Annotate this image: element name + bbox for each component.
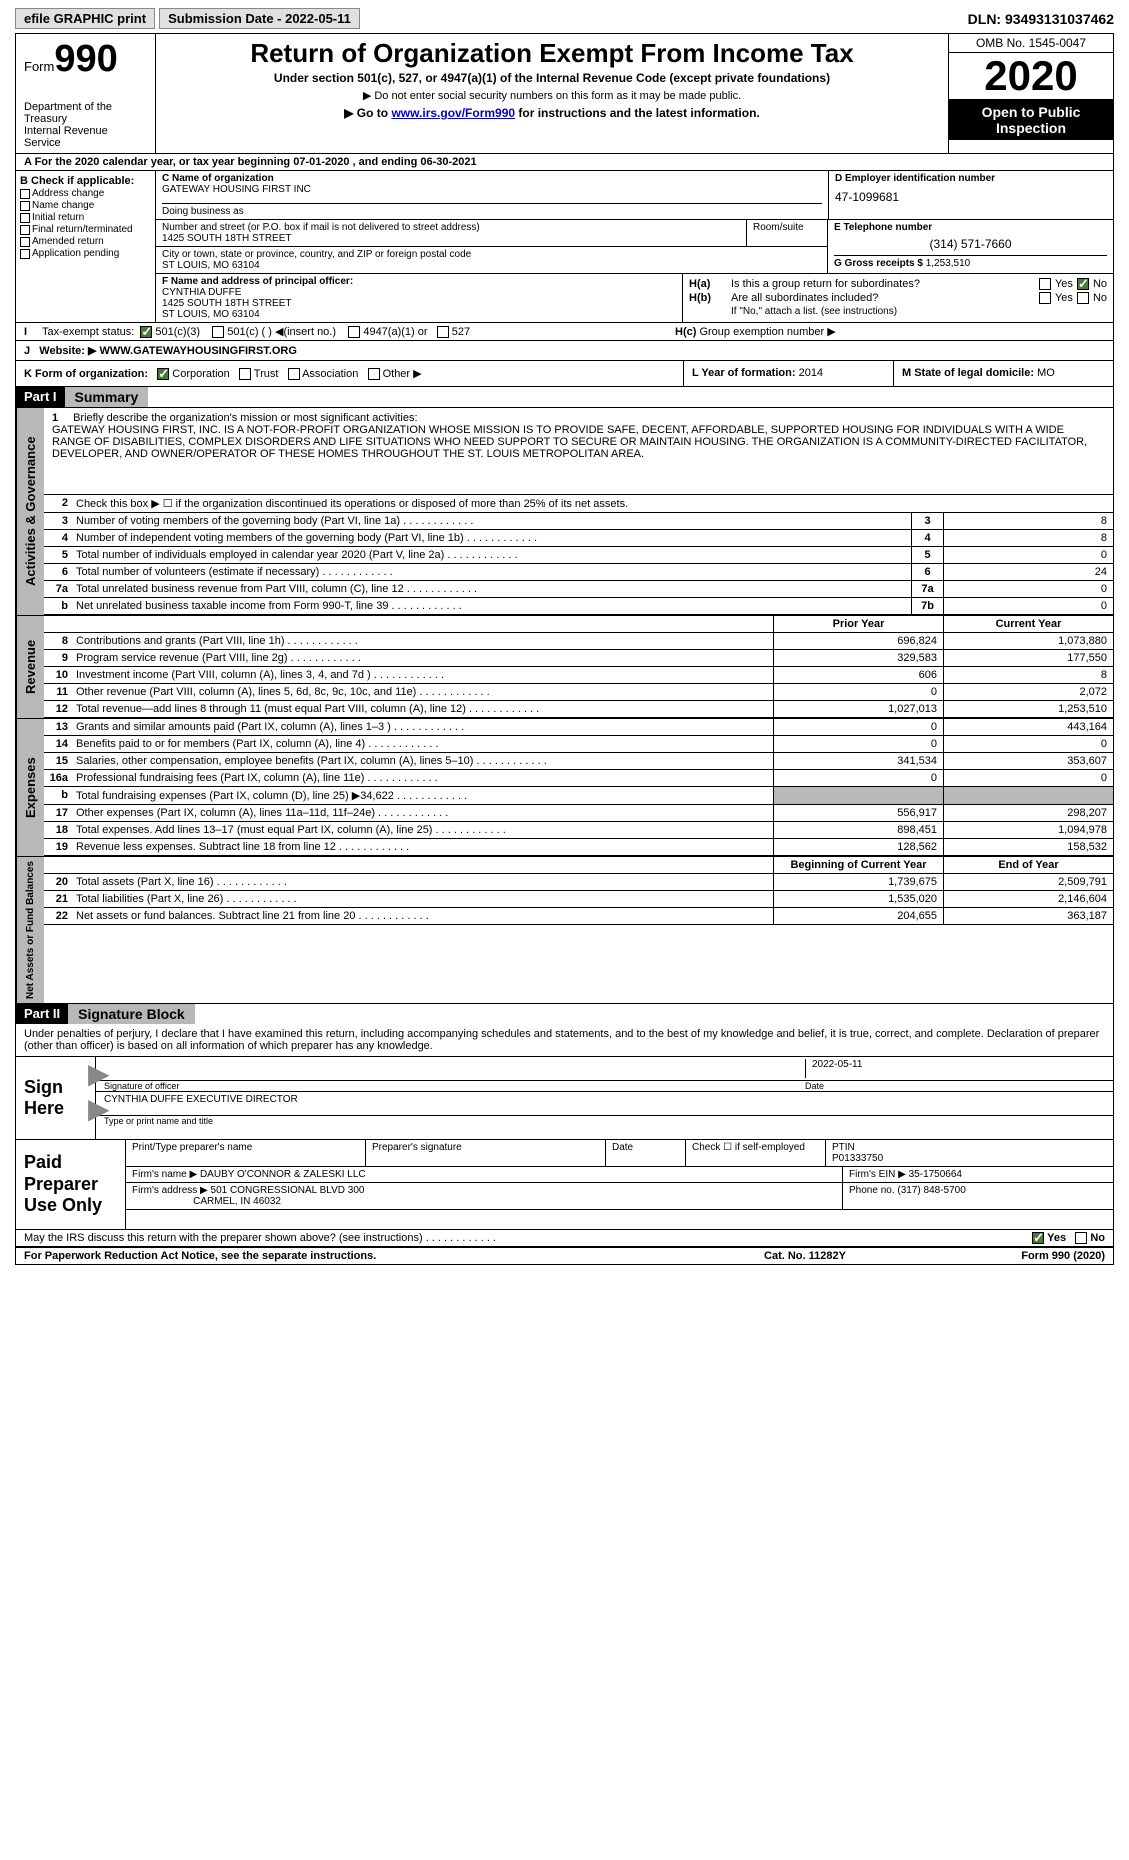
section-b: B Check if applicable: Address change Na… bbox=[16, 171, 156, 322]
omb-number: OMB No. 1545-0047 bbox=[949, 34, 1113, 53]
side-governance: Activities & Governance bbox=[16, 408, 44, 615]
form-number: Form990 bbox=[24, 38, 147, 81]
city: ST LOUIS, MO 63104 bbox=[162, 260, 821, 271]
officer-label: F Name and address of principal officer: bbox=[162, 276, 676, 287]
officer-city: ST LOUIS, MO 63104 bbox=[162, 309, 676, 320]
sign-here: Sign Here bbox=[16, 1057, 96, 1139]
topbar: efile GRAPHIC print Submission Date - 20… bbox=[15, 8, 1114, 29]
form-title: Return of Organization Exempt From Incom… bbox=[164, 38, 940, 69]
officer-signature-name: CYNTHIA DUFFE EXECUTIVE DIRECTOR bbox=[104, 1094, 298, 1105]
org-name: GATEWAY HOUSING FIRST INC bbox=[162, 184, 822, 195]
street-label: Number and street (or P.O. box if mail i… bbox=[162, 222, 740, 233]
submission-date: Submission Date - 2022-05-11 bbox=[159, 8, 360, 29]
ein: 47-1099681 bbox=[835, 190, 1107, 204]
ssn-note: ▶ Do not enter social security numbers o… bbox=[164, 89, 940, 102]
part2-title: Signature Block bbox=[68, 1004, 195, 1024]
ein-label: D Employer identification number bbox=[835, 173, 1107, 184]
mission-text: GATEWAY HOUSING FIRST, INC. IS A NOT-FOR… bbox=[52, 424, 1087, 460]
side-revenue: Revenue bbox=[16, 616, 44, 718]
room-label: Room/suite bbox=[747, 220, 827, 246]
website: WWW.GATEWAYHOUSINGFIRST.ORG bbox=[100, 345, 297, 357]
side-netassets: Net Assets or Fund Balances bbox=[16, 857, 44, 1003]
tax-year: 2020 bbox=[949, 53, 1113, 100]
part1-header: Part I bbox=[16, 387, 65, 407]
discuss-text: May the IRS discuss this return with the… bbox=[24, 1232, 1032, 1244]
tel-label: E Telephone number bbox=[834, 222, 1107, 233]
street: 1425 SOUTH 18TH STREET bbox=[162, 233, 740, 244]
goto-note: ▶ Go to www.irs.gov/Form990 for instruct… bbox=[164, 106, 940, 120]
cat-no: Cat. No. 11282Y bbox=[705, 1250, 905, 1262]
form-subtitle: Under section 501(c), 527, or 4947(a)(1)… bbox=[164, 71, 940, 85]
org-name-label: C Name of organization bbox=[162, 173, 822, 184]
side-expenses: Expenses bbox=[16, 719, 44, 856]
paid-preparer: Paid Preparer Use Only bbox=[16, 1140, 126, 1229]
dba-label: Doing business as bbox=[162, 203, 822, 217]
gross-receipts: 1,253,510 bbox=[926, 258, 971, 269]
firm-name: DAUBY O'CONNOR & ZALESKI LLC bbox=[200, 1169, 366, 1180]
city-label: City or town, state or province, country… bbox=[162, 249, 821, 260]
ptin: P01333750 bbox=[832, 1153, 883, 1164]
form-990: Form990 Department of the TreasuryIntern… bbox=[15, 33, 1114, 1265]
paperwork-notice: For Paperwork Reduction Act Notice, see … bbox=[24, 1250, 705, 1262]
dln: DLN: 93493131037462 bbox=[968, 11, 1114, 27]
officer-name: CYNTHIA DUFFE bbox=[162, 287, 676, 298]
open-to-public: Open to Public Inspection bbox=[949, 100, 1113, 140]
form-footer: Form 990 (2020) bbox=[905, 1250, 1105, 1262]
firm-ein: 35-1750664 bbox=[909, 1169, 962, 1180]
dept-treasury: Department of the TreasuryInternal Reven… bbox=[24, 101, 147, 149]
tax-year-range: A For the 2020 calendar year, or tax yea… bbox=[16, 154, 1113, 171]
irs-link[interactable]: www.irs.gov/Form990 bbox=[391, 106, 515, 120]
part2-header: Part II bbox=[16, 1004, 68, 1024]
firm-address: 501 CONGRESSIONAL BLVD 300 bbox=[211, 1185, 365, 1196]
officer-street: 1425 SOUTH 18TH STREET bbox=[162, 298, 676, 309]
part1-title: Summary bbox=[65, 387, 149, 407]
efile-btn[interactable]: efile GRAPHIC print bbox=[15, 8, 155, 29]
telephone: (314) 571-7660 bbox=[834, 237, 1107, 251]
firm-phone: (317) 848-5700 bbox=[897, 1185, 965, 1196]
perjury-declaration: Under penalties of perjury, I declare th… bbox=[16, 1024, 1113, 1057]
